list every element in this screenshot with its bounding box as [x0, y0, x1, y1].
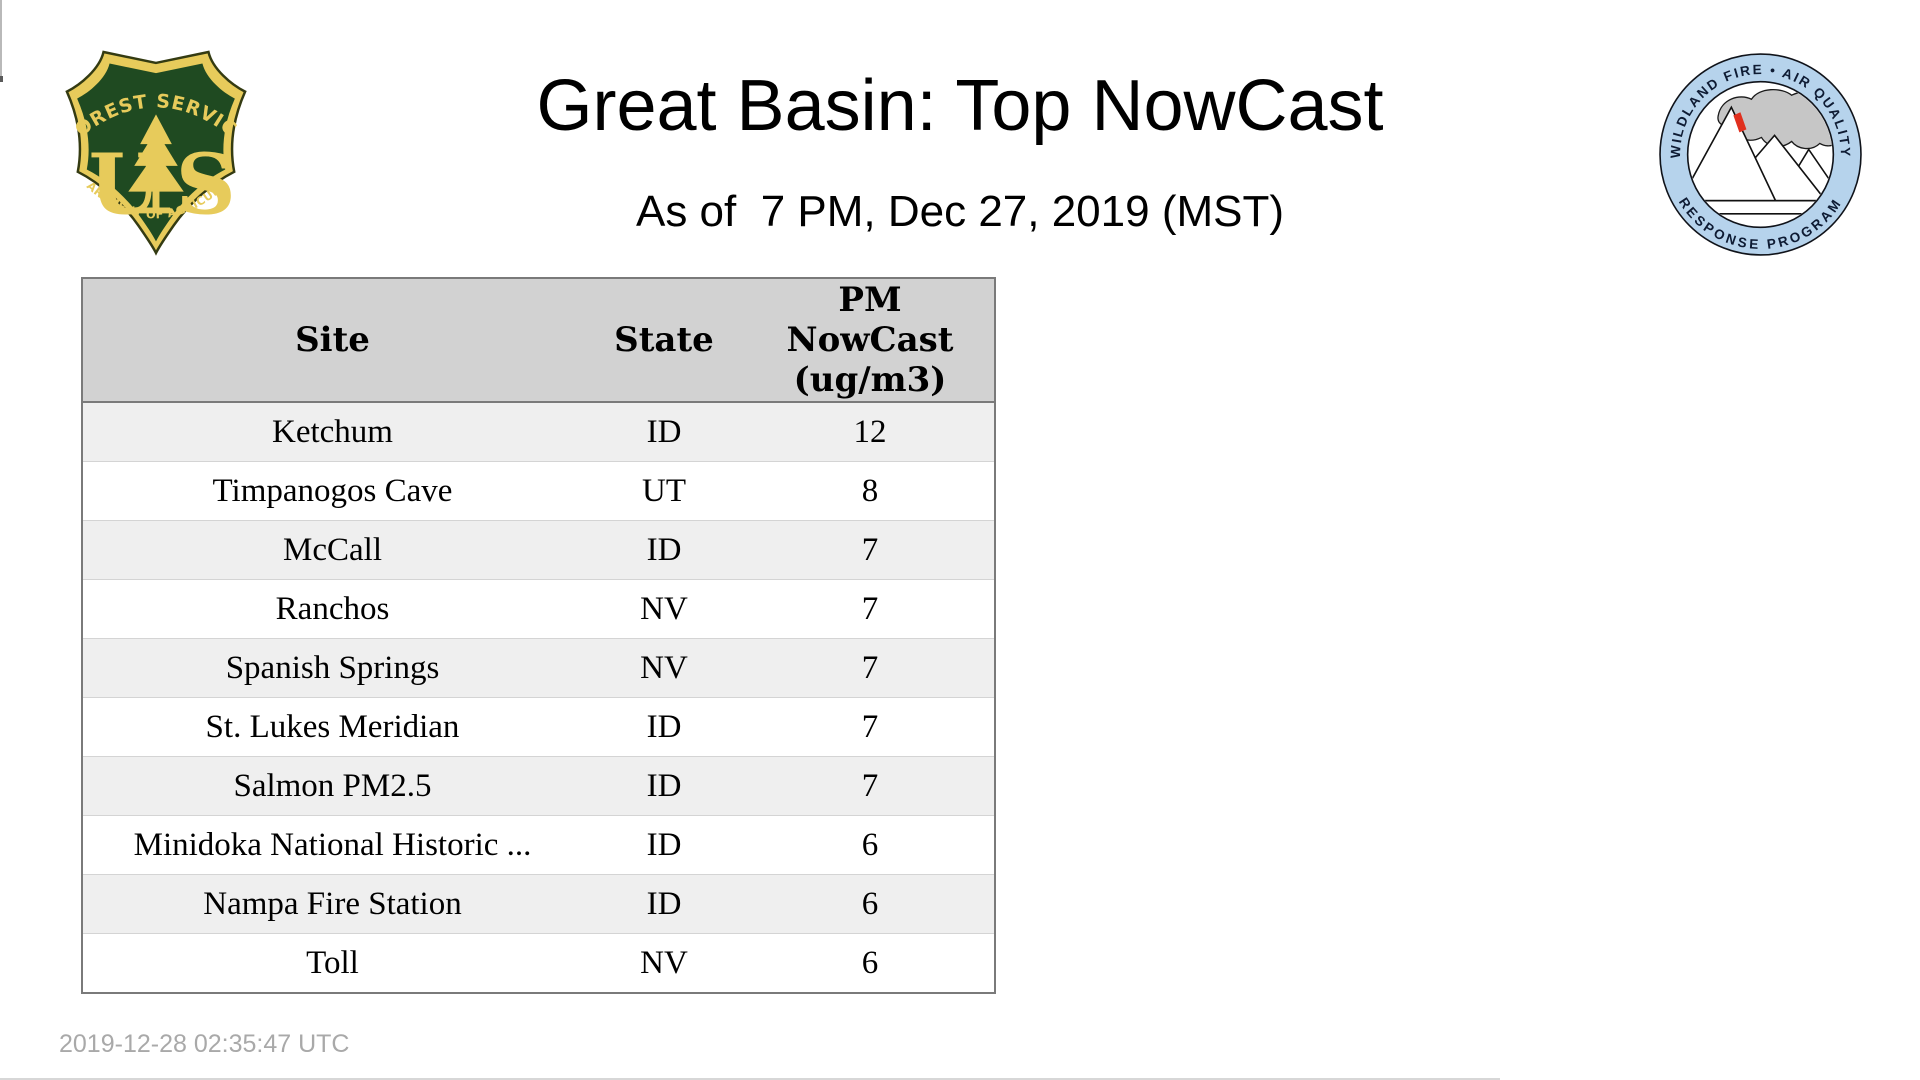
- state-cell: ID: [646, 531, 682, 568]
- value-cell: 7: [861, 531, 879, 568]
- column-header-pm-nowcast: PM NowCast (ug/m3): [746, 278, 995, 403]
- table-row: St. Lukes Meridian ID 7: [82, 697, 995, 757]
- column-header-site: Site: [82, 278, 582, 403]
- table-row: Timpanogos Cave UT 8: [82, 461, 995, 521]
- site-cell: Ranchos: [275, 590, 390, 627]
- value-cell: 6: [861, 826, 879, 863]
- table-body: Ketchum ID 12 Timpanogos Cave UT 8 McCal…: [82, 402, 995, 993]
- value-cell: 7: [861, 590, 879, 627]
- nowcast-table: Site State PM NowCast (ug/m3) Ketchum ID 1…: [81, 277, 996, 994]
- state-cell: NV: [640, 944, 688, 981]
- header-line-2: NowCast: [786, 320, 954, 360]
- table-row: Minidoka National Historic ... ID 6: [82, 815, 995, 875]
- value-cell: 7: [861, 649, 879, 686]
- state-cell: ID: [646, 885, 682, 922]
- site-cell: Toll: [306, 944, 359, 981]
- page-subtitle: As of 7 PM, Dec 27, 2019 (MST): [635, 187, 1284, 236]
- pine-tree-icon: [128, 114, 184, 214]
- window-bottom-edge: [0, 1078, 1500, 1080]
- table-row: Nampa Fire Station ID 6: [82, 874, 995, 934]
- value-cell: 6: [861, 944, 879, 981]
- site-cell: Timpanogos Cave: [212, 472, 453, 509]
- air-quality-program-logo-icon: WILDLAND FIRE • AIR QUALITY RESPONSE PRO…: [1659, 53, 1862, 256]
- state-cell: ID: [646, 826, 682, 863]
- table-row: Toll NV 6: [82, 933, 995, 993]
- state-cell: NV: [640, 590, 688, 627]
- value-cell: 7: [861, 767, 879, 804]
- table-header-row: Site State PM NowCast (ug/m3): [82, 278, 995, 403]
- column-header-state: State: [582, 278, 746, 403]
- table-row: Salmon PM2.5 ID 7: [82, 756, 995, 816]
- value-cell: 6: [861, 885, 879, 922]
- header-line-1: PM: [838, 280, 902, 320]
- site-cell: Minidoka National Historic ...: [133, 826, 532, 863]
- page-title: Great Basin: Top NowCast: [536, 66, 1384, 146]
- site-cell: Salmon PM2.5: [233, 767, 432, 804]
- state-cell: ID: [646, 767, 682, 804]
- state-cell: ID: [646, 708, 682, 745]
- table-row: McCall ID 7: [82, 520, 995, 580]
- site-cell: McCall: [283, 531, 382, 568]
- table-row: Spanish Springs NV 7: [82, 638, 995, 698]
- window-edge-line: [0, 0, 2, 78]
- window-edge-mark: [0, 76, 3, 82]
- header-line-3: (ug/m3): [793, 360, 947, 400]
- site-cell: Ketchum: [272, 413, 393, 450]
- value-cell: 7: [861, 708, 879, 745]
- state-cell: ID: [646, 413, 682, 450]
- shield-letter-s: S: [176, 135, 236, 233]
- table-row: Ranchos NV 7: [82, 579, 995, 639]
- site-cell: St. Lukes Meridian: [205, 708, 460, 745]
- flame-mark-icon: [1733, 112, 1747, 133]
- site-cell: Nampa Fire Station: [203, 885, 462, 922]
- value-cell: 12: [853, 413, 887, 450]
- site-cell: Spanish Springs: [225, 649, 440, 686]
- table-row: Ketchum ID 12: [82, 402, 995, 462]
- generated-timestamp: 2019-12-28 02:35:47 UTC: [59, 1030, 350, 1058]
- forest-service-logo-icon: FOREST SERVICE DEPARTMENT OF AGRICULTURE…: [57, 46, 247, 256]
- mountains-icon: [1688, 105, 1833, 202]
- value-cell: 8: [861, 472, 879, 509]
- state-cell: NV: [640, 649, 688, 686]
- state-cell: UT: [642, 472, 686, 509]
